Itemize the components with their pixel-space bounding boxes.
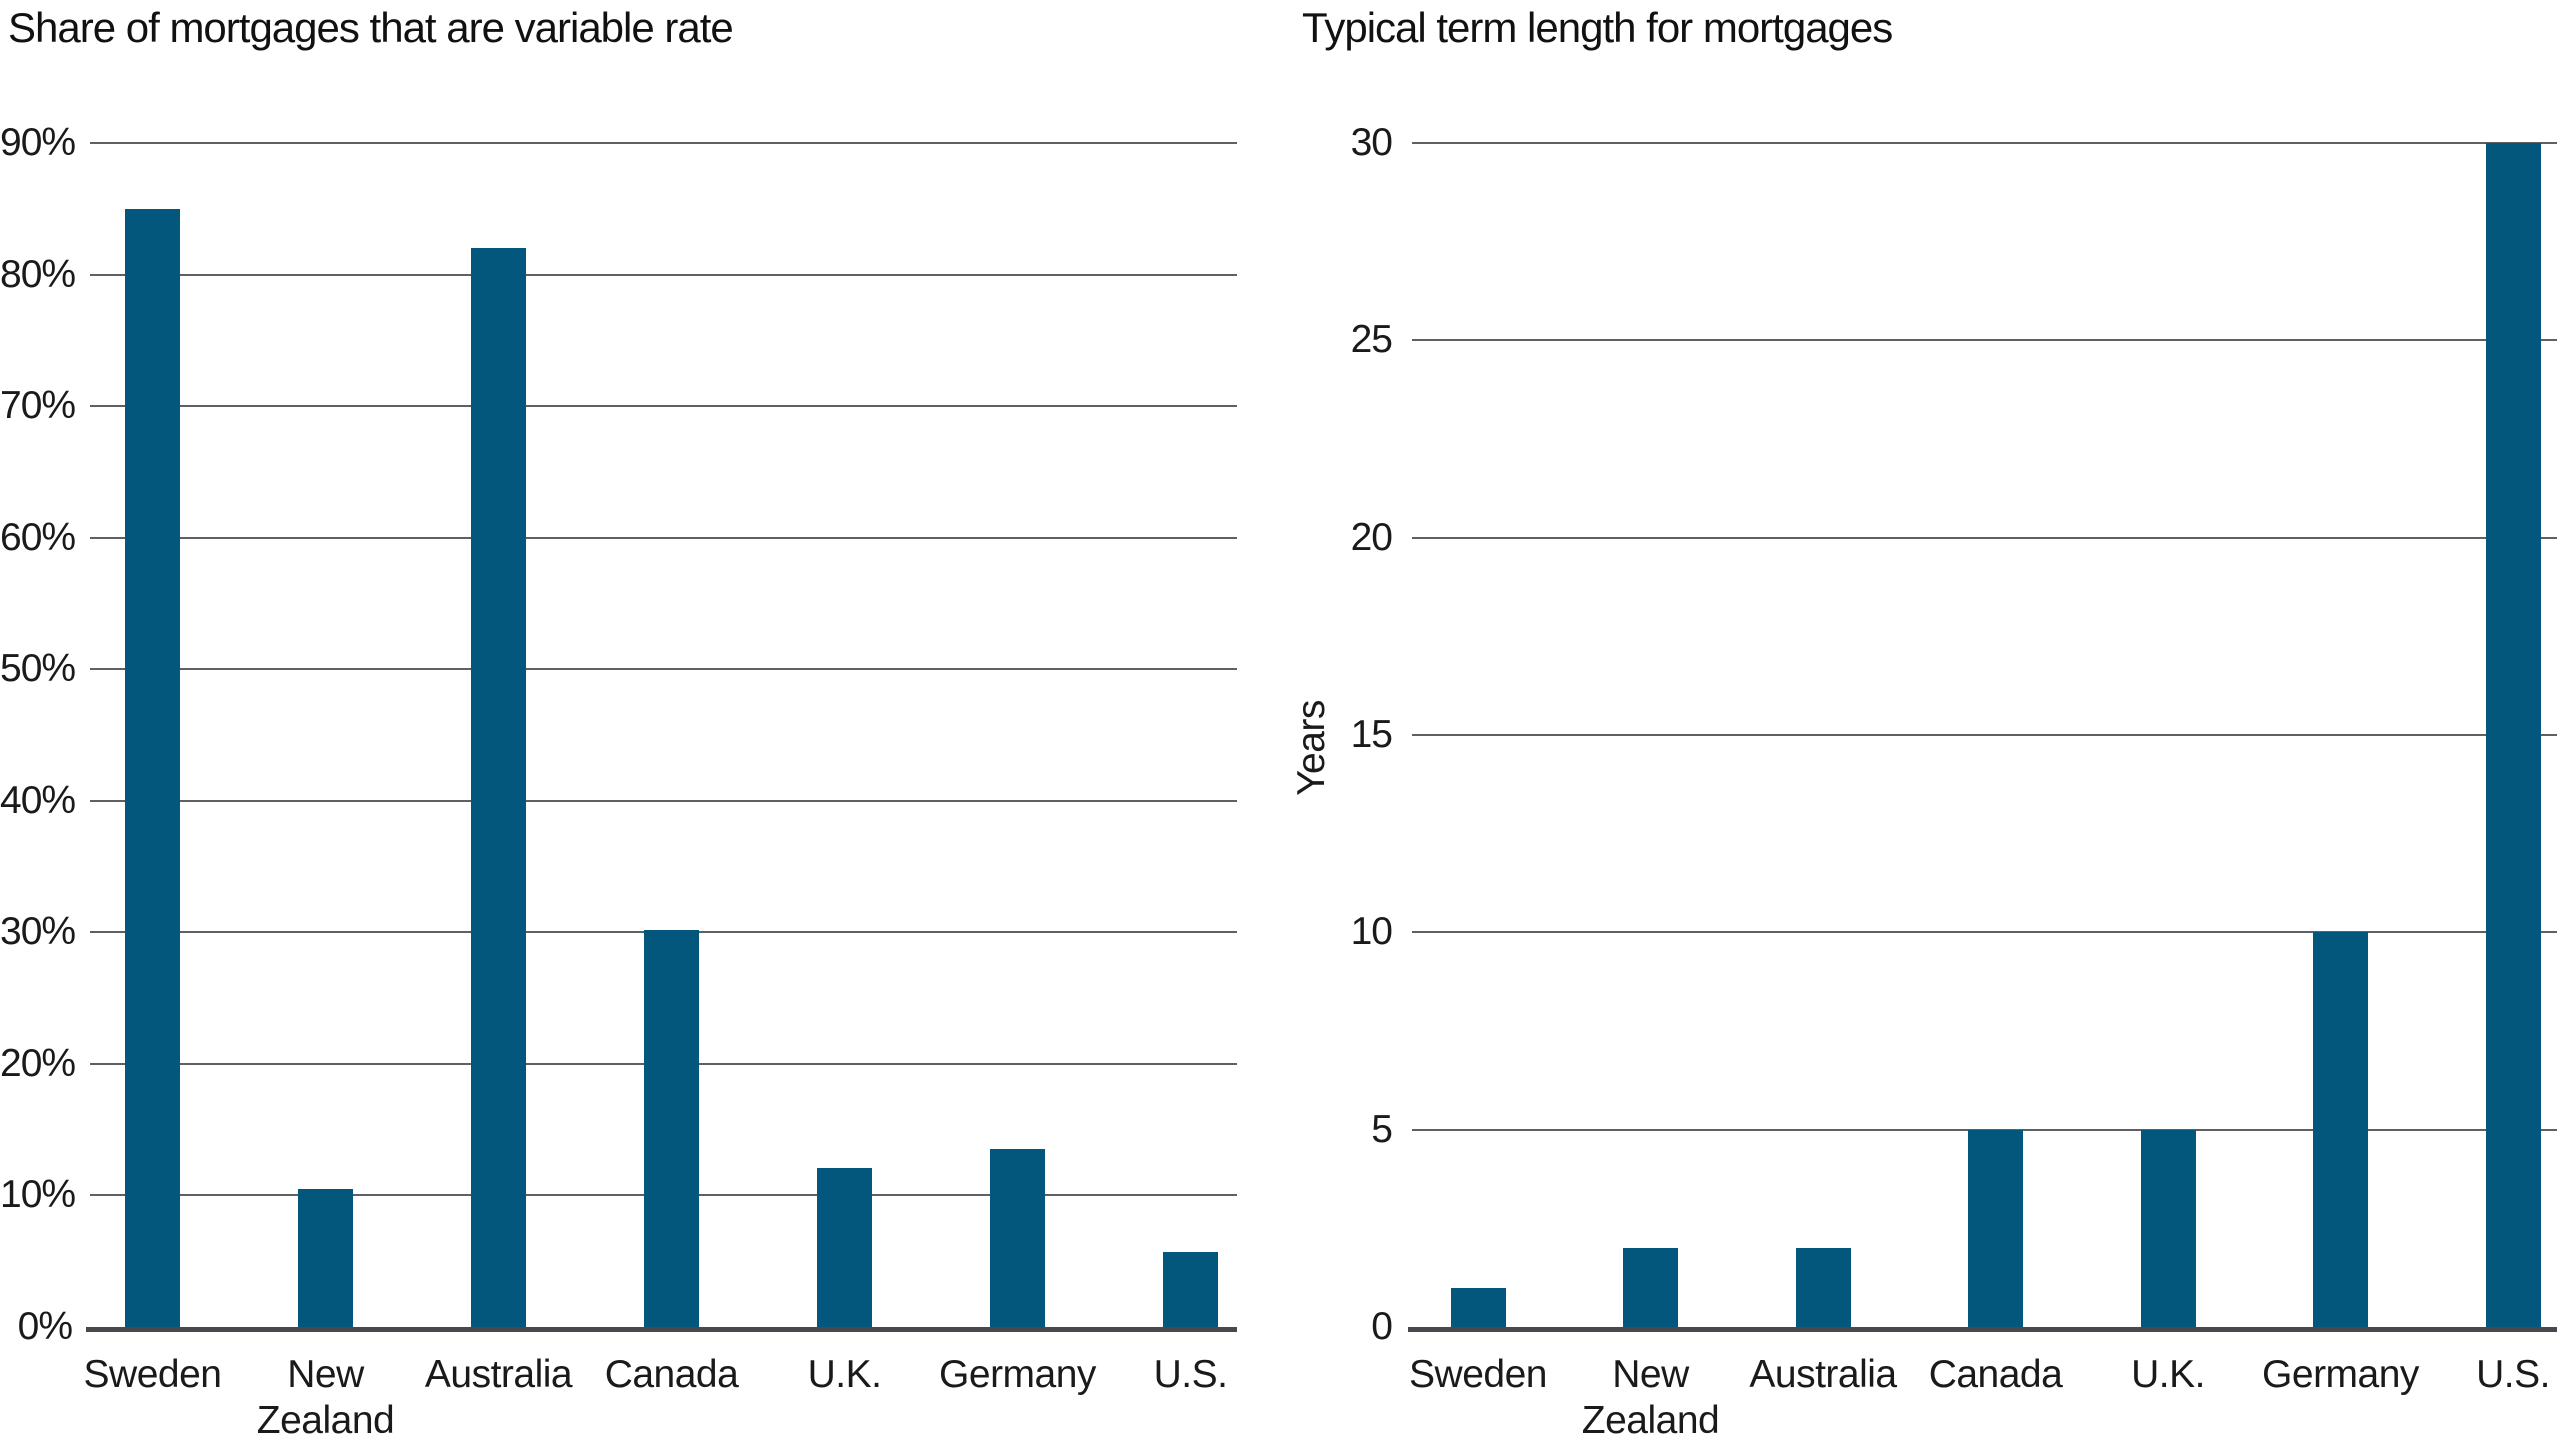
y-tick-label: 0% [17,1305,73,1348]
x-tick-label-u-s-: U.S. [2476,1353,2550,1396]
x-tick-label-u-k-: U.K. [2131,1353,2205,1396]
x-tick-label-australia: Australia [424,1353,573,1396]
x-axis-line [86,1327,1237,1332]
bar-australia [1795,1248,1851,1327]
y-tick-label: 10% [0,1173,76,1217]
gridline [90,405,1237,408]
y-tick-label: 70% [0,384,76,428]
gridline [1412,339,2557,342]
x-tick-label-australia: Australia [1749,1353,1897,1396]
gridline [90,799,1237,802]
bar-canada [644,930,699,1327]
gridline [90,142,1237,144]
x-tick-label-sweden: Sweden [1409,1353,1547,1396]
y-tick-label: 80% [0,252,76,296]
x-tick-label-germany: Germany [939,1353,1096,1396]
gridline [1412,734,2557,736]
gridline [90,273,1237,276]
chart-title: Typical term length for mortgages [1302,4,1893,51]
x-tick-label-sweden: Sweden [83,1353,222,1396]
y-tick-label: 5 [1371,1107,1393,1151]
x-tick-label-u-k-: U.K. [807,1353,882,1396]
y-tick-label: 30% [0,910,76,954]
y-tick-label: 30 [1350,121,1393,164]
bar-australia [471,248,526,1327]
x-tick-label-canada: Canada [1928,1353,2063,1396]
x-axis-line [1408,1327,2557,1332]
gridline [1412,931,2557,934]
gridline [1412,142,2557,144]
bar-canada [1968,1130,2023,1327]
bar-new-zealand [1623,1248,1678,1327]
bar-u-s- [1163,1252,1218,1327]
bar-sweden [1450,1288,1506,1327]
y-tick-label: 60% [0,515,76,559]
x-tick-label-u-s-: U.S. [1153,1353,1228,1396]
y-tick-label: 20 [1350,515,1393,559]
y-tick-label: 90% [0,121,76,164]
chart-title: Share of mortgages that are variable rat… [8,4,734,51]
bar-new-zealand [298,1189,353,1327]
bar-sweden [125,209,180,1327]
gridline [1412,536,2557,539]
x-tick-label-canada: Canada [604,1353,739,1396]
x-tick-label-germany: Germany [2262,1353,2419,1396]
gridline [1412,1128,2557,1131]
y-tick-label: 0 [1371,1305,1393,1348]
x-tick-label-new-zealand: New Zealand [1581,1353,1720,1440]
bar-germany [2313,932,2368,1327]
bar-u-s- [2485,143,2541,1327]
gridline [90,536,1237,539]
y-tick-label: 40% [0,778,76,822]
x-tick-label-new-zealand: New Zealand [256,1353,395,1440]
y-tick-label: 20% [0,1041,76,1085]
bar-u-k- [817,1168,872,1327]
y-tick-label: 15 [1350,713,1393,756]
bar-germany [990,1149,1045,1327]
gridline [90,668,1237,671]
y-tick-label: 50% [0,647,76,691]
y-tick-label: 25 [1350,318,1393,362]
bar-u-k- [2140,1130,2196,1327]
y-tick-label: 10 [1350,910,1393,954]
